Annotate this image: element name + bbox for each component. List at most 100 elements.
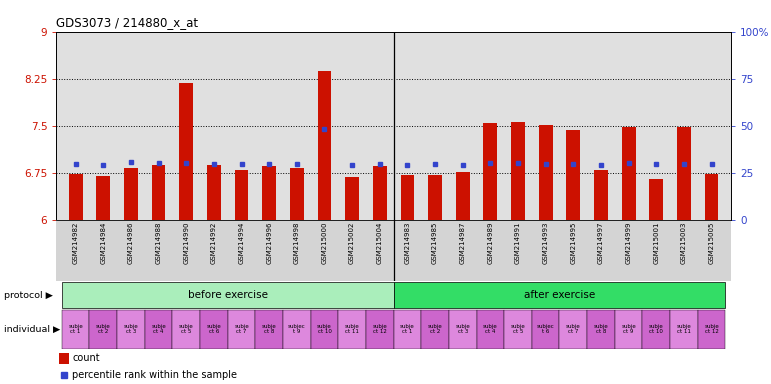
Text: subje
ct 10: subje ct 10 (649, 324, 664, 334)
Text: GSM214999: GSM214999 (625, 222, 631, 264)
Text: subje
ct 9: subje ct 9 (621, 324, 636, 334)
Bar (428, 175, 442, 220)
Text: GSM215005: GSM215005 (709, 222, 715, 264)
Bar (234, 170, 248, 220)
Text: subje
ct 8: subje ct 8 (262, 324, 277, 334)
Text: subje
ct 7: subje ct 7 (234, 324, 249, 334)
Bar (421, 310, 449, 349)
Bar (649, 179, 663, 220)
Bar (255, 310, 283, 349)
Text: GSM215004: GSM215004 (377, 222, 382, 264)
Text: GSM215000: GSM215000 (322, 222, 328, 264)
Bar (532, 310, 560, 349)
Text: GSM214983: GSM214983 (405, 222, 410, 264)
Bar (207, 165, 221, 220)
Bar (59, 353, 69, 364)
Bar (393, 310, 421, 349)
Text: GSM214993: GSM214993 (543, 222, 549, 264)
Bar (200, 310, 227, 349)
Bar (227, 310, 255, 349)
Text: subje
ct 7: subje ct 7 (566, 324, 581, 334)
Text: subjec
t 9: subjec t 9 (288, 324, 305, 334)
Bar (705, 174, 719, 220)
Bar (567, 130, 581, 220)
Text: subje
ct 2: subje ct 2 (428, 324, 443, 334)
Text: before exercise: before exercise (187, 290, 268, 300)
Text: GSM215003: GSM215003 (681, 222, 687, 264)
Bar (456, 172, 470, 220)
Text: GSM214994: GSM214994 (238, 222, 244, 264)
Text: GSM214985: GSM214985 (432, 222, 438, 264)
Bar (504, 310, 532, 349)
Text: protocol ▶: protocol ▶ (4, 291, 52, 300)
Bar (677, 127, 691, 220)
Text: percentile rank within the sample: percentile rank within the sample (72, 370, 237, 380)
Text: subje
ct 3: subje ct 3 (456, 324, 470, 334)
Text: GSM214996: GSM214996 (266, 222, 272, 264)
Bar (560, 310, 588, 349)
Text: subje
ct 12: subje ct 12 (704, 324, 719, 334)
Bar (588, 310, 614, 349)
Text: GSM214984: GSM214984 (100, 222, 106, 264)
Bar (117, 310, 145, 349)
Text: GDS3073 / 214880_x_at: GDS3073 / 214880_x_at (56, 16, 198, 29)
Bar (594, 170, 608, 220)
Bar (152, 166, 166, 220)
Bar (62, 310, 89, 349)
Bar (145, 310, 173, 349)
Text: count: count (72, 353, 100, 363)
Bar (290, 168, 304, 220)
Text: GSM214992: GSM214992 (211, 222, 217, 264)
Bar (670, 310, 698, 349)
Text: subje
ct 6: subje ct 6 (207, 324, 221, 334)
Text: GSM215001: GSM215001 (653, 222, 659, 264)
Text: subje
ct 4: subje ct 4 (483, 324, 498, 334)
Text: subje
ct 3: subje ct 3 (123, 324, 138, 334)
Bar (56, 220, 731, 281)
Text: GSM214991: GSM214991 (515, 222, 521, 264)
Text: subjec
t 6: subjec t 6 (537, 324, 554, 334)
Bar (366, 310, 393, 349)
Text: GSM214986: GSM214986 (128, 222, 134, 264)
Text: after exercise: after exercise (524, 290, 595, 300)
Bar (62, 282, 393, 308)
Text: GSM215002: GSM215002 (349, 222, 355, 264)
Bar (345, 177, 359, 220)
Bar (614, 310, 642, 349)
Text: GSM214982: GSM214982 (72, 222, 79, 264)
Text: subje
ct 12: subje ct 12 (372, 324, 387, 334)
Text: subje
ct 8: subje ct 8 (594, 324, 608, 334)
Bar (69, 174, 82, 220)
Bar (373, 166, 387, 220)
Text: GSM214990: GSM214990 (183, 222, 189, 264)
Text: subje
ct 2: subje ct 2 (96, 324, 111, 334)
Bar (483, 123, 497, 220)
Bar (449, 310, 476, 349)
Bar (262, 166, 276, 220)
Text: GSM214989: GSM214989 (487, 222, 493, 264)
Bar (642, 310, 670, 349)
Bar (173, 310, 200, 349)
Text: subje
ct 1: subje ct 1 (400, 324, 415, 334)
Text: subje
ct 5: subje ct 5 (510, 324, 525, 334)
Bar (124, 168, 138, 220)
Bar (180, 83, 194, 220)
Text: subje
ct 4: subje ct 4 (151, 324, 166, 334)
Text: subje
ct 1: subje ct 1 (69, 324, 83, 334)
Bar (96, 176, 110, 220)
Bar (621, 127, 635, 220)
Bar (89, 310, 117, 349)
Bar (400, 175, 414, 220)
Text: GSM214995: GSM214995 (571, 222, 576, 264)
Bar (698, 310, 726, 349)
Text: subje
ct 11: subje ct 11 (676, 324, 692, 334)
Text: individual ▶: individual ▶ (4, 325, 60, 334)
Bar (338, 310, 366, 349)
Bar (539, 125, 553, 220)
Bar (283, 310, 311, 349)
Bar (476, 310, 504, 349)
Bar (393, 282, 726, 308)
Text: subje
ct 5: subje ct 5 (179, 324, 194, 334)
Text: GSM214988: GSM214988 (156, 222, 162, 264)
Bar (318, 71, 332, 220)
